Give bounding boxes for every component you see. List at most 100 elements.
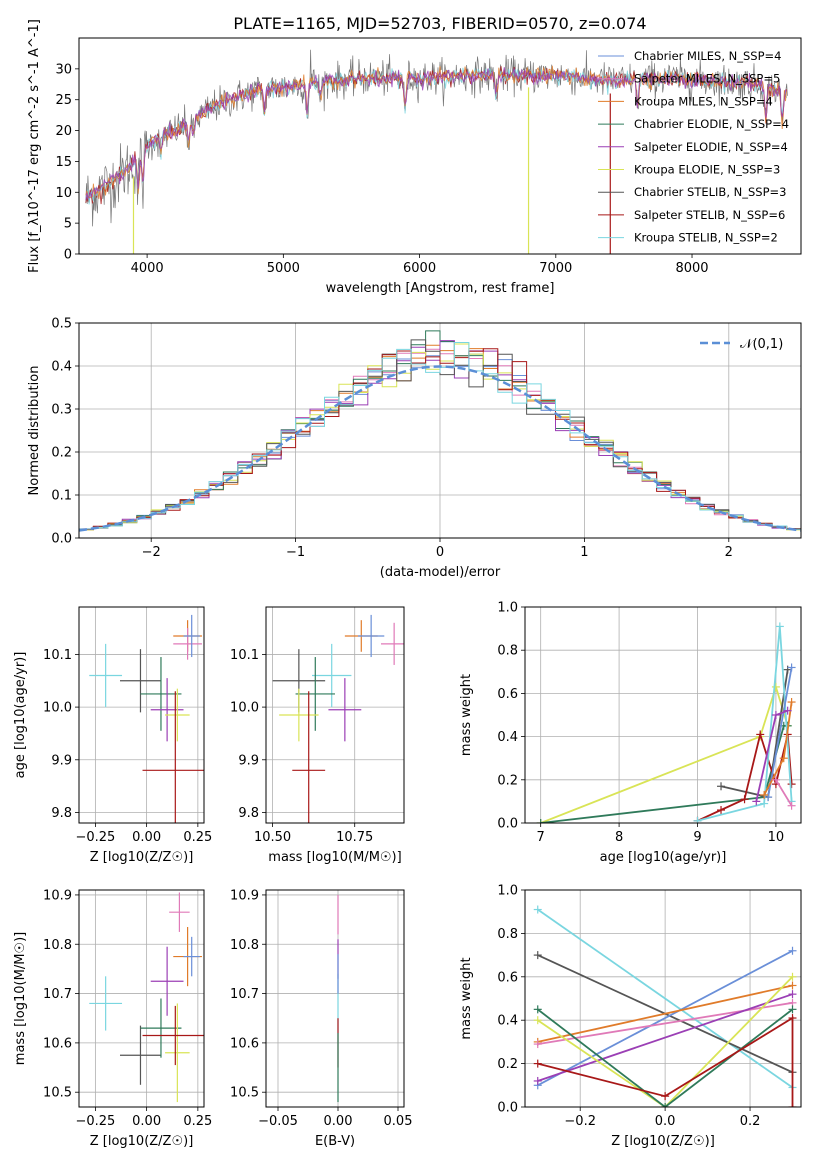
x-tick-label: 1 — [580, 545, 588, 560]
y-tick-label: 0.8 — [497, 644, 518, 659]
y-tick-label: 0.2 — [51, 446, 72, 461]
x-tick-label: 0.0 — [655, 1114, 676, 1129]
weight-series-line — [767, 667, 793, 798]
y-tick-label: 15 — [55, 155, 72, 170]
y-tick-label: 0.2 — [497, 773, 518, 788]
weight-series-line — [537, 976, 794, 1107]
panel-z-age: −0.25 0.00 0.25 9.8 9.9 10.0 10.1 Z [log10(Z/Z☉… — [13, 606, 212, 865]
y-tick-label: 0.0 — [497, 817, 518, 832]
y-tick-label: 1.0 — [497, 601, 518, 616]
x-axis-label: (data-model)/error — [380, 565, 501, 580]
y-tick-label: 9.8 — [238, 806, 259, 821]
y-tick-label: 0.4 — [51, 360, 72, 375]
y-tick-label: 10.6 — [43, 1036, 72, 1051]
legend-entry: Chabrier MILES, N_SSP=4 — [634, 49, 781, 63]
plot-area — [536, 622, 796, 823]
y-tick-label: 1.0 — [497, 884, 518, 899]
weight-series-line — [537, 908, 794, 1089]
weight-series-line — [537, 1008, 794, 1107]
panel-weight-age: 7 8 9 10 0.0 0.2 0.4 0.6 0.8 1.0 age [log10(age/yr… — [459, 601, 802, 865]
x-tick-label: 10.50 — [254, 830, 291, 845]
plot-area — [89, 892, 204, 1103]
y-axis-label: Normed distribution — [27, 366, 42, 496]
figure-title: PLATE=1165, MJD=52703, FIBERID=0570, z=0… — [233, 14, 646, 33]
x-tick-label: 0 — [436, 545, 444, 560]
plot-area — [533, 905, 797, 1107]
y-tick-label: 10.1 — [230, 648, 259, 663]
y-tick-label: 10.9 — [43, 888, 72, 903]
y-tick-label: 0.1 — [51, 489, 72, 504]
y-tick-label: 10.8 — [230, 938, 259, 953]
legend-entry: 𝒩(0,1) — [740, 337, 783, 352]
axes-frame — [78, 37, 802, 255]
spectrum-model-line — [85, 67, 787, 201]
y-tick-label: 25 — [55, 93, 72, 108]
y-tick-label: 30 — [55, 62, 72, 77]
x-tick-label: 9 — [693, 830, 701, 845]
weight-series-line — [537, 1001, 793, 1045]
y-axis-label: age [log10(age/yr)] — [13, 652, 28, 779]
legend-entry: Salpeter MILES, N_SSP=5 — [634, 72, 780, 86]
x-tick-label: 0.00 — [324, 1114, 353, 1129]
x-tick-label: −0.25 — [75, 1114, 115, 1129]
weight-series-line — [537, 950, 793, 1087]
panel-mass-age: 10.50 10.75 9.8 9.9 10.0 10.1 mass [log10(M/M☉… — [230, 606, 405, 865]
panel-z-mass: −0.25 0.00 0.25 10.5 10.6 10.7 10.8 10.9 Z [log1… — [13, 888, 212, 1149]
residual-histogram-step — [79, 342, 801, 532]
y-axis-label: Flux [f_λ10^-17 erg cm^-2 s^-1 A^-1] — [27, 19, 42, 273]
legend-entry: Kroupa ELODIE, N_SSP=3 — [634, 163, 780, 177]
x-axis-label: Z [log10(Z/Z☉)] — [90, 1134, 194, 1149]
weight-series-line — [775, 779, 793, 807]
x-tick-label: 8 — [615, 830, 623, 845]
legend-entry: Chabrier STELIB, N_SSP=3 — [634, 185, 786, 199]
x-axis-label: E(B-V) — [315, 1134, 355, 1149]
x-tick-label: 0.00 — [132, 1114, 161, 1129]
y-tick-label: 0.8 — [497, 927, 518, 942]
x-tick-label: 6000 — [403, 261, 436, 276]
panel-weight-z: −0.2 0.0 0.2 0.0 0.2 0.4 0.6 0.8 1.0 Z [log10(Z/Z… — [459, 884, 802, 1149]
x-tick-label: −0.2 — [564, 1114, 596, 1129]
x-tick-label: 4000 — [131, 261, 164, 276]
y-axis-label: mass [log10(M/M☉)] — [13, 932, 28, 1065]
axes-frame — [265, 889, 405, 1108]
weight-series-line — [537, 993, 793, 1082]
x-tick-label: −2 — [142, 545, 161, 560]
y-tick-label: 0.3 — [51, 403, 72, 418]
axes-frame — [265, 606, 405, 824]
x-tick-label: 0.05 — [384, 1114, 413, 1129]
panel-spectrum: 4000 5000 6000 7000 8000 0 5 10 15 20 25 30 waveleng… — [27, 19, 802, 296]
y-tick-label: 0.5 — [51, 317, 72, 332]
y-axis-label: mass weight — [459, 957, 474, 1039]
y-tick-label: 9.9 — [51, 753, 72, 768]
y-tick-label: 5 — [64, 217, 72, 232]
x-tick-label: 5000 — [267, 261, 300, 276]
y-tick-label: 10.7 — [230, 987, 259, 1002]
x-tick-label: 7000 — [539, 261, 572, 276]
legend-entry: Kroupa STELIB, N_SSP=2 — [634, 231, 778, 245]
plot-area — [85, 49, 788, 254]
x-tick-label: 8000 — [675, 261, 708, 276]
legend-entry: Salpeter ELODIE, N_SSP=4 — [634, 140, 788, 154]
x-tick-label: 10 — [768, 830, 785, 845]
y-tick-label: 20 — [55, 124, 72, 139]
weight-series-line — [540, 683, 789, 823]
legend-entry: Chabrier ELODIE, N_SSP=4 — [634, 117, 789, 131]
legend-entry: Salpeter STELIB, N_SSP=6 — [634, 208, 785, 222]
y-tick-label: 10.0 — [230, 701, 259, 716]
x-axis-label: Z [log10(Z/Z☉)] — [90, 850, 194, 865]
y-tick-label: 0 — [64, 248, 72, 263]
y-tick-label: 0.4 — [497, 730, 518, 745]
axes-frame — [524, 606, 802, 824]
plot-area — [89, 614, 204, 823]
axes-frame — [524, 889, 802, 1108]
x-tick-label: −0.05 — [258, 1114, 298, 1129]
x-tick-label: −1 — [286, 545, 305, 560]
y-axis-label: mass weight — [459, 674, 474, 756]
y-tick-label: 10.5 — [43, 1086, 72, 1101]
x-tick-label: −0.25 — [75, 830, 115, 845]
x-axis-label: age [log10(age/yr)] — [600, 850, 727, 865]
x-tick-label: 7 — [537, 830, 545, 845]
y-tick-label: 10.1 — [43, 648, 72, 663]
y-tick-label: 10.0 — [43, 701, 72, 716]
